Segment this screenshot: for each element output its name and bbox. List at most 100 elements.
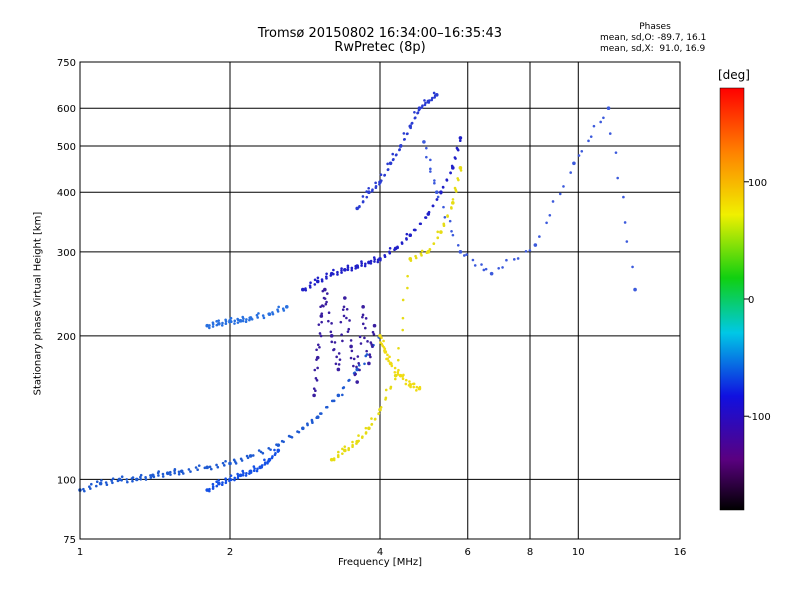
x-tick-label: 2 (227, 547, 233, 558)
data-point (110, 479, 113, 482)
data-point (320, 279, 324, 283)
data-point (341, 339, 344, 343)
data-point (404, 378, 408, 382)
data-point (373, 418, 377, 421)
data-point (386, 353, 389, 357)
data-point (394, 153, 398, 157)
data-point (420, 254, 423, 257)
data-point (257, 312, 260, 315)
data-point (371, 330, 375, 334)
data-point (318, 332, 322, 335)
data-point (528, 249, 532, 252)
data-point (325, 292, 329, 295)
data-point (222, 464, 226, 467)
chart-subtitle: RwPretec (8p) (334, 40, 426, 55)
data-point (623, 221, 627, 224)
data-point (249, 471, 253, 474)
data-point (347, 448, 350, 452)
data-point (276, 448, 281, 453)
data-point (386, 168, 390, 172)
data-point (456, 177, 460, 180)
data-point (320, 312, 324, 315)
data-point (432, 91, 436, 95)
data-point (241, 473, 245, 477)
data-point (267, 312, 272, 316)
data-point (455, 146, 459, 150)
data-point (396, 373, 400, 376)
data-point (211, 485, 215, 489)
data-point (100, 479, 103, 482)
data-point (458, 136, 463, 140)
data-point (276, 443, 281, 447)
data-point (356, 266, 360, 269)
data-point (458, 250, 463, 254)
data-point (205, 323, 209, 328)
data-point (386, 357, 389, 361)
data-point (315, 279, 320, 284)
data-point (349, 344, 353, 349)
data-point (533, 243, 538, 247)
data-point (393, 366, 397, 370)
data-point (263, 463, 267, 466)
data-point (336, 393, 341, 398)
data-point (345, 307, 349, 311)
data-point (327, 319, 330, 323)
data-point (442, 222, 446, 226)
data-point (217, 479, 220, 482)
data-point (256, 467, 259, 471)
data-point (355, 367, 359, 372)
data-point (358, 205, 361, 209)
data-point (608, 132, 612, 135)
data-point (266, 462, 269, 465)
data-point (325, 277, 328, 280)
data-point (562, 185, 565, 188)
data-point (173, 471, 177, 475)
data-point (120, 479, 123, 482)
data-point (224, 459, 227, 463)
data-point (342, 314, 346, 318)
data-point (267, 446, 271, 450)
data-point (358, 368, 361, 372)
data-point (257, 449, 261, 452)
data-point (256, 316, 259, 319)
axes: 1 2 4 6 8 10 16 75 100 200 300 400 500 600 750 (57, 58, 686, 558)
data-point (332, 272, 335, 276)
data-point (217, 319, 220, 322)
data-point (336, 273, 339, 276)
data-point (453, 186, 457, 190)
phase-stats-o: mean, sd,O: -89.7, 16.1 (600, 33, 707, 43)
data-point (240, 459, 244, 462)
data-point (308, 286, 312, 289)
data-point (314, 377, 318, 380)
data-point (366, 340, 369, 343)
data-point (383, 349, 386, 353)
data-point (382, 339, 385, 343)
data-point (432, 242, 436, 246)
data-point (104, 481, 108, 484)
y-tick-label: 600 (57, 104, 76, 115)
data-point (387, 359, 390, 363)
data-point (359, 342, 363, 345)
data-point (83, 489, 86, 493)
data-point (408, 382, 413, 387)
data-point (413, 116, 417, 120)
data-point (224, 322, 228, 326)
data-point (580, 150, 584, 153)
data-point (314, 389, 317, 392)
data-point (419, 222, 423, 226)
data-point (360, 260, 363, 263)
data-point (245, 471, 248, 475)
data-point (319, 314, 324, 318)
data-point (393, 377, 397, 381)
data-point (323, 287, 327, 292)
data-point (380, 179, 383, 182)
data-point (349, 339, 353, 342)
data-point (340, 271, 343, 274)
data-point (346, 330, 350, 333)
data-point (327, 311, 331, 314)
data-point (320, 320, 323, 324)
data-point (161, 475, 165, 478)
data-point (270, 456, 274, 460)
data-point (400, 242, 404, 245)
data-point (236, 317, 239, 321)
